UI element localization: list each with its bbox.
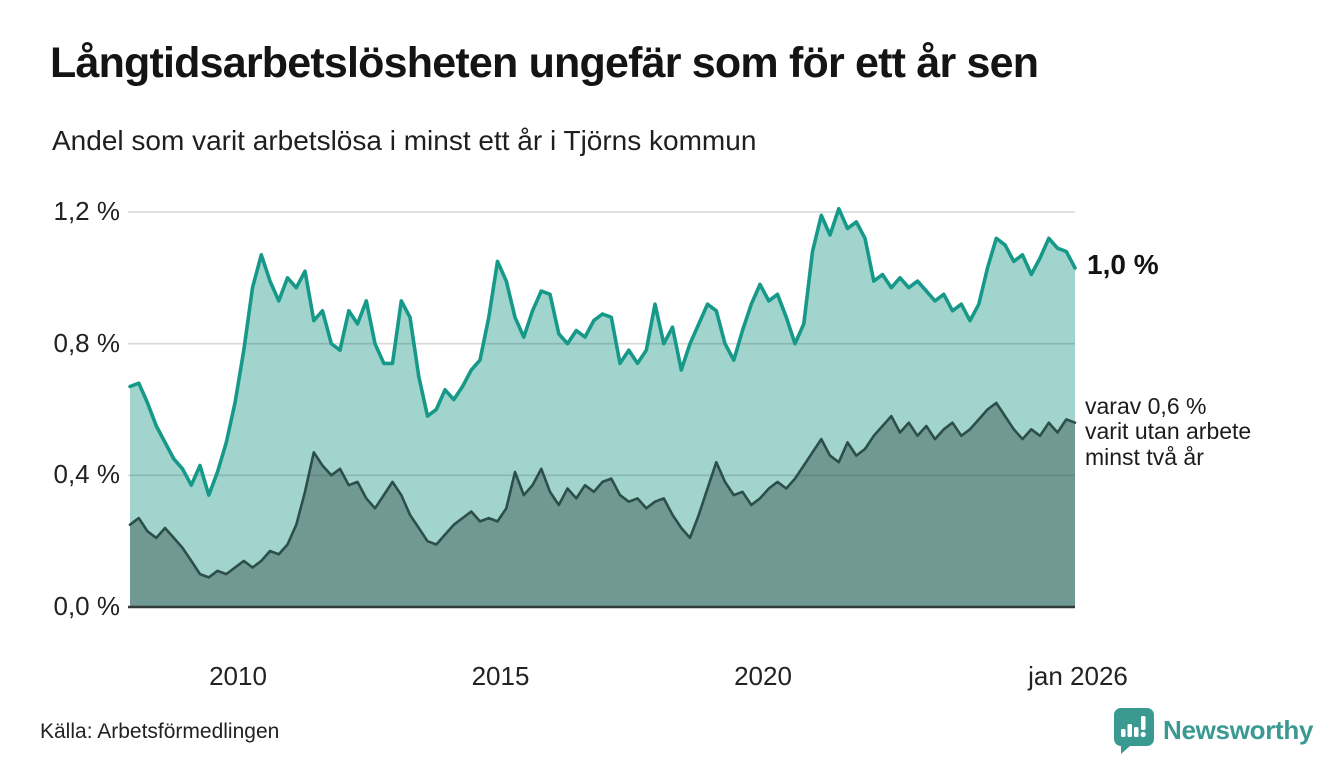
chart-subtitle: Andel som varit arbetslösa i minst ett å… — [52, 125, 757, 156]
series-two-years-line — [128, 401, 1077, 579]
series-total-line — [128, 206, 1077, 497]
end-value-label-total: 1,0 % — [1087, 248, 1159, 280]
source-note: Källa: Arbetsförmedlingen — [40, 720, 280, 743]
y-tick-label: 0,8 % — [53, 327, 121, 358]
y-tick-label: 0,4 % — [53, 459, 121, 490]
x-tick-label: jan 2026 — [1028, 661, 1128, 691]
newsworthy-wordmark: Newsworthy — [1163, 715, 1314, 745]
annotation-line-1: varav 0,6 % — [1085, 392, 1207, 419]
x-tick-label: 2010 — [209, 661, 267, 691]
y-tick-label: 0,0 % — [53, 591, 121, 621]
annotation-line-3: minst två år — [1085, 443, 1204, 470]
page-title: Långtidsarbetslösheten ungefär som för e… — [50, 39, 1039, 87]
series-two-years-area — [130, 402, 1075, 607]
y-tick-label: 1,2 % — [53, 196, 121, 226]
x-tick-label: 2015 — [471, 661, 530, 691]
end-value-label-two-years: varav 0,6 % varit utan arbete minst två … — [1085, 392, 1252, 471]
x-tick-label: 2020 — [734, 661, 792, 691]
newsworthy-logo: Newsworthy — [1113, 707, 1313, 754]
newsworthy-logo-icon — [1114, 708, 1154, 754]
annotation-line-2: varit utan arbete — [1085, 418, 1252, 445]
